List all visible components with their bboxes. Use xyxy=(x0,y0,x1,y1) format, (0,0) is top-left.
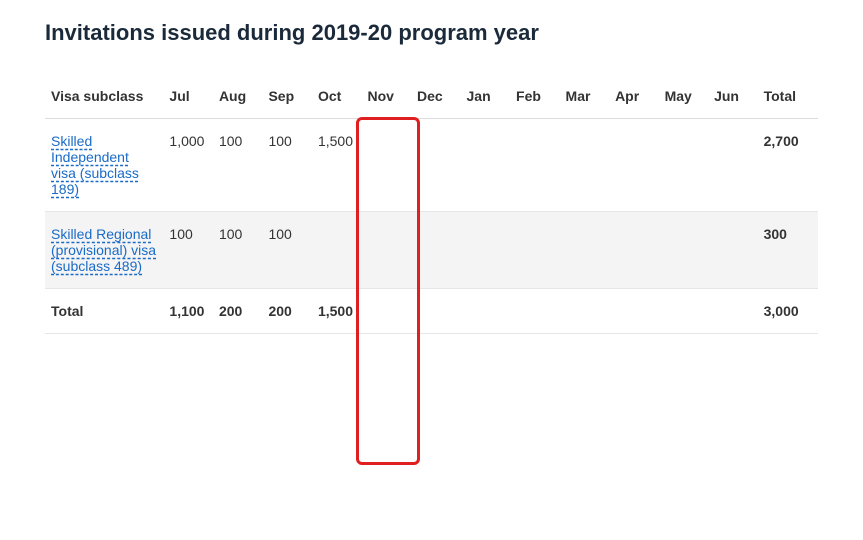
cell-value xyxy=(708,212,758,289)
cell-value xyxy=(609,119,659,212)
table-row: Skilled Independent visa (subclass 189) … xyxy=(45,119,818,212)
cell-value xyxy=(361,289,411,334)
cell-value xyxy=(659,119,709,212)
cell-grand-total: 3,000 xyxy=(758,289,818,334)
col-header-month: Feb xyxy=(510,74,560,119)
cell-value xyxy=(609,289,659,334)
col-header-month: Jun xyxy=(708,74,758,119)
cell-value xyxy=(560,119,610,212)
table-row: Skilled Regional (provisional) visa (sub… xyxy=(45,212,818,289)
cell-subclass: Skilled Independent visa (subclass 189) xyxy=(45,119,163,212)
cell-value: 200 xyxy=(262,289,312,334)
cell-value xyxy=(411,119,461,212)
col-header-month: Jan xyxy=(461,74,511,119)
col-header-month: Jul xyxy=(163,74,213,119)
cell-value: 100 xyxy=(262,212,312,289)
cell-value: 1,500 xyxy=(312,289,362,334)
cell-total: 300 xyxy=(758,212,818,289)
cell-value xyxy=(461,289,511,334)
cell-value xyxy=(361,212,411,289)
col-header-month: Mar xyxy=(560,74,610,119)
col-header-month: Aug xyxy=(213,74,263,119)
cell-value xyxy=(708,289,758,334)
cell-value xyxy=(659,212,709,289)
cell-value: 1,100 xyxy=(163,289,213,334)
cell-value: 100 xyxy=(262,119,312,212)
cell-value xyxy=(461,212,511,289)
col-header-month: Sep xyxy=(262,74,312,119)
cell-value xyxy=(609,212,659,289)
cell-value: 100 xyxy=(213,212,263,289)
col-header-month: Apr xyxy=(609,74,659,119)
cell-value xyxy=(560,289,610,334)
cell-value xyxy=(510,212,560,289)
cell-value xyxy=(510,289,560,334)
col-header-month: May xyxy=(659,74,709,119)
table-container: Visa subclass Jul Aug Sep Oct Nov Dec Ja… xyxy=(45,74,818,334)
col-header-month: Oct xyxy=(312,74,362,119)
cell-value xyxy=(411,289,461,334)
cell-value: 1,000 xyxy=(163,119,213,212)
cell-value xyxy=(411,212,461,289)
page-title: Invitations issued during 2019-20 progra… xyxy=(45,20,818,46)
visa-link-489[interactable]: Skilled Regional (provisional) visa (sub… xyxy=(51,226,156,274)
table-row-total: Total 1,100 200 200 1,500 3,000 xyxy=(45,289,818,334)
cell-value xyxy=(312,212,362,289)
visa-link-189[interactable]: Skilled Independent visa (subclass 189) xyxy=(51,133,139,197)
cell-subclass: Skilled Regional (provisional) visa (sub… xyxy=(45,212,163,289)
col-header-total: Total xyxy=(758,74,818,119)
cell-total-label: Total xyxy=(45,289,163,334)
cell-value: 200 xyxy=(213,289,263,334)
cell-value xyxy=(659,289,709,334)
cell-value xyxy=(361,119,411,212)
cell-value: 100 xyxy=(163,212,213,289)
cell-value: 100 xyxy=(213,119,263,212)
col-header-month: Dec xyxy=(411,74,461,119)
cell-value: 1,500 xyxy=(312,119,362,212)
cell-value xyxy=(510,119,560,212)
col-header-month: Nov xyxy=(361,74,411,119)
cell-value xyxy=(708,119,758,212)
table-header-row: Visa subclass Jul Aug Sep Oct Nov Dec Ja… xyxy=(45,74,818,119)
cell-total: 2,700 xyxy=(758,119,818,212)
invitations-table: Visa subclass Jul Aug Sep Oct Nov Dec Ja… xyxy=(45,74,818,334)
col-header-subclass: Visa subclass xyxy=(45,74,163,119)
cell-value xyxy=(461,119,511,212)
cell-value xyxy=(560,212,610,289)
